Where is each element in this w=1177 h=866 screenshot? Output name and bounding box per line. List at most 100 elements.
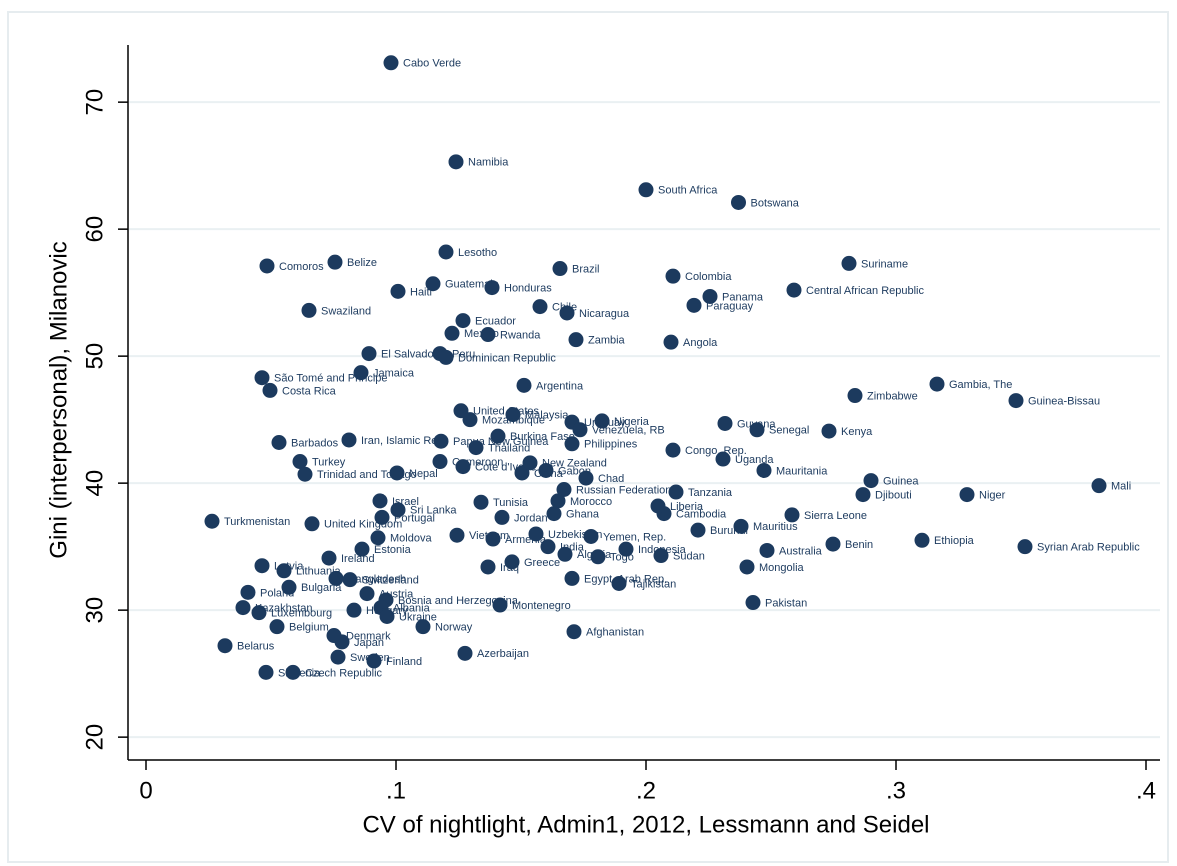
point <box>301 302 317 318</box>
point-label: Cabo Verde <box>403 58 461 70</box>
point-label: Burkina Faso <box>510 431 575 443</box>
point <box>715 451 731 467</box>
point <box>269 619 285 635</box>
point <box>668 484 684 500</box>
point-label: Dominican Republic <box>458 352 556 364</box>
point-label: Mali <box>1111 481 1131 493</box>
point-label: Namibia <box>468 157 509 169</box>
point <box>821 423 837 439</box>
point-label: Iraq <box>500 562 519 574</box>
point-label: Jordan <box>514 512 548 524</box>
point <box>686 297 702 313</box>
point <box>594 413 610 429</box>
point-label: Russian Federation <box>576 484 671 496</box>
point-label: Kenya <box>841 426 873 438</box>
point <box>717 415 733 431</box>
point-label: Sri Lanka <box>410 505 457 517</box>
point <box>444 325 460 341</box>
point <box>281 579 297 595</box>
point-label: Ghana <box>566 509 600 521</box>
point-label: Sierra Leone <box>804 510 867 522</box>
point <box>540 539 556 555</box>
point <box>690 522 706 538</box>
point-label: Central African Republic <box>806 285 925 297</box>
point-label: Moldova <box>390 533 432 545</box>
point-label: São Tomé and Principe <box>274 373 388 385</box>
grid <box>129 101 1160 739</box>
point <box>468 440 484 456</box>
point <box>583 528 599 544</box>
point <box>374 509 390 525</box>
point <box>528 526 544 542</box>
point <box>557 546 573 562</box>
point <box>749 422 765 438</box>
point-label: Cambodia <box>676 509 727 521</box>
point <box>425 276 441 292</box>
point <box>217 638 233 654</box>
point-label: Turkmenistan <box>224 516 290 528</box>
point-label: Luxembourg <box>271 608 332 620</box>
point <box>390 283 406 299</box>
point <box>1008 393 1024 409</box>
point <box>756 462 772 478</box>
point <box>568 332 584 348</box>
point <box>438 349 454 365</box>
point <box>578 470 594 486</box>
point <box>330 649 346 665</box>
point-label: Barbados <box>291 437 339 449</box>
point-label: Tunisia <box>493 497 529 509</box>
point <box>855 487 871 503</box>
point <box>731 194 746 210</box>
marks: Cabo Verde Namibia South Africa Botswana Les… <box>204 55 1140 680</box>
point-label: Congo, Rep. <box>685 445 747 457</box>
point <box>321 550 337 566</box>
point <box>532 299 548 315</box>
point <box>457 645 473 661</box>
point <box>383 55 399 71</box>
point <box>292 454 308 470</box>
point <box>739 559 755 575</box>
x-tick-label: .4 <box>1136 777 1156 804</box>
point-label: United Kingdom <box>324 519 402 531</box>
point <box>372 493 388 509</box>
point-label: Belarus <box>237 641 275 653</box>
point <box>276 563 292 579</box>
point <box>258 664 274 680</box>
point <box>914 532 930 548</box>
point <box>254 370 270 386</box>
point <box>650 498 666 514</box>
point-label: Switzerland <box>362 575 419 587</box>
point-label: Syrian Arab Republic <box>1037 542 1140 554</box>
point-label: Liberia <box>670 501 704 513</box>
point <box>438 244 454 260</box>
point-label: Albania <box>393 603 431 615</box>
point-label: Tanzania <box>688 487 733 499</box>
point <box>559 305 575 321</box>
point <box>462 412 478 428</box>
point-label: Uganda <box>735 454 774 466</box>
point-label: Guinea-Bissau <box>1028 396 1100 408</box>
point <box>745 595 761 611</box>
point <box>494 509 510 525</box>
point-label: Rwanda <box>500 329 541 341</box>
point <box>516 377 532 393</box>
point <box>328 570 344 586</box>
point-label: Iran, Islamic Rep. <box>361 435 447 447</box>
point <box>929 376 945 392</box>
point <box>665 442 681 458</box>
point-label: Japan <box>354 637 384 649</box>
point <box>370 530 386 546</box>
point <box>784 507 800 523</box>
point-label: Philippines <box>584 439 638 451</box>
point <box>504 554 520 570</box>
point-label: Benin <box>845 539 873 551</box>
y-tick-label: 40 <box>81 470 108 497</box>
point-label: Djibouti <box>875 489 912 501</box>
point-label: New Zealand <box>542 458 607 470</box>
point <box>663 334 679 350</box>
point-label: China <box>534 468 564 480</box>
point-label: Bosnia and Herzegovina <box>398 595 519 607</box>
point-label: Bulgaria <box>301 582 342 594</box>
point <box>390 502 406 518</box>
point <box>353 365 369 381</box>
